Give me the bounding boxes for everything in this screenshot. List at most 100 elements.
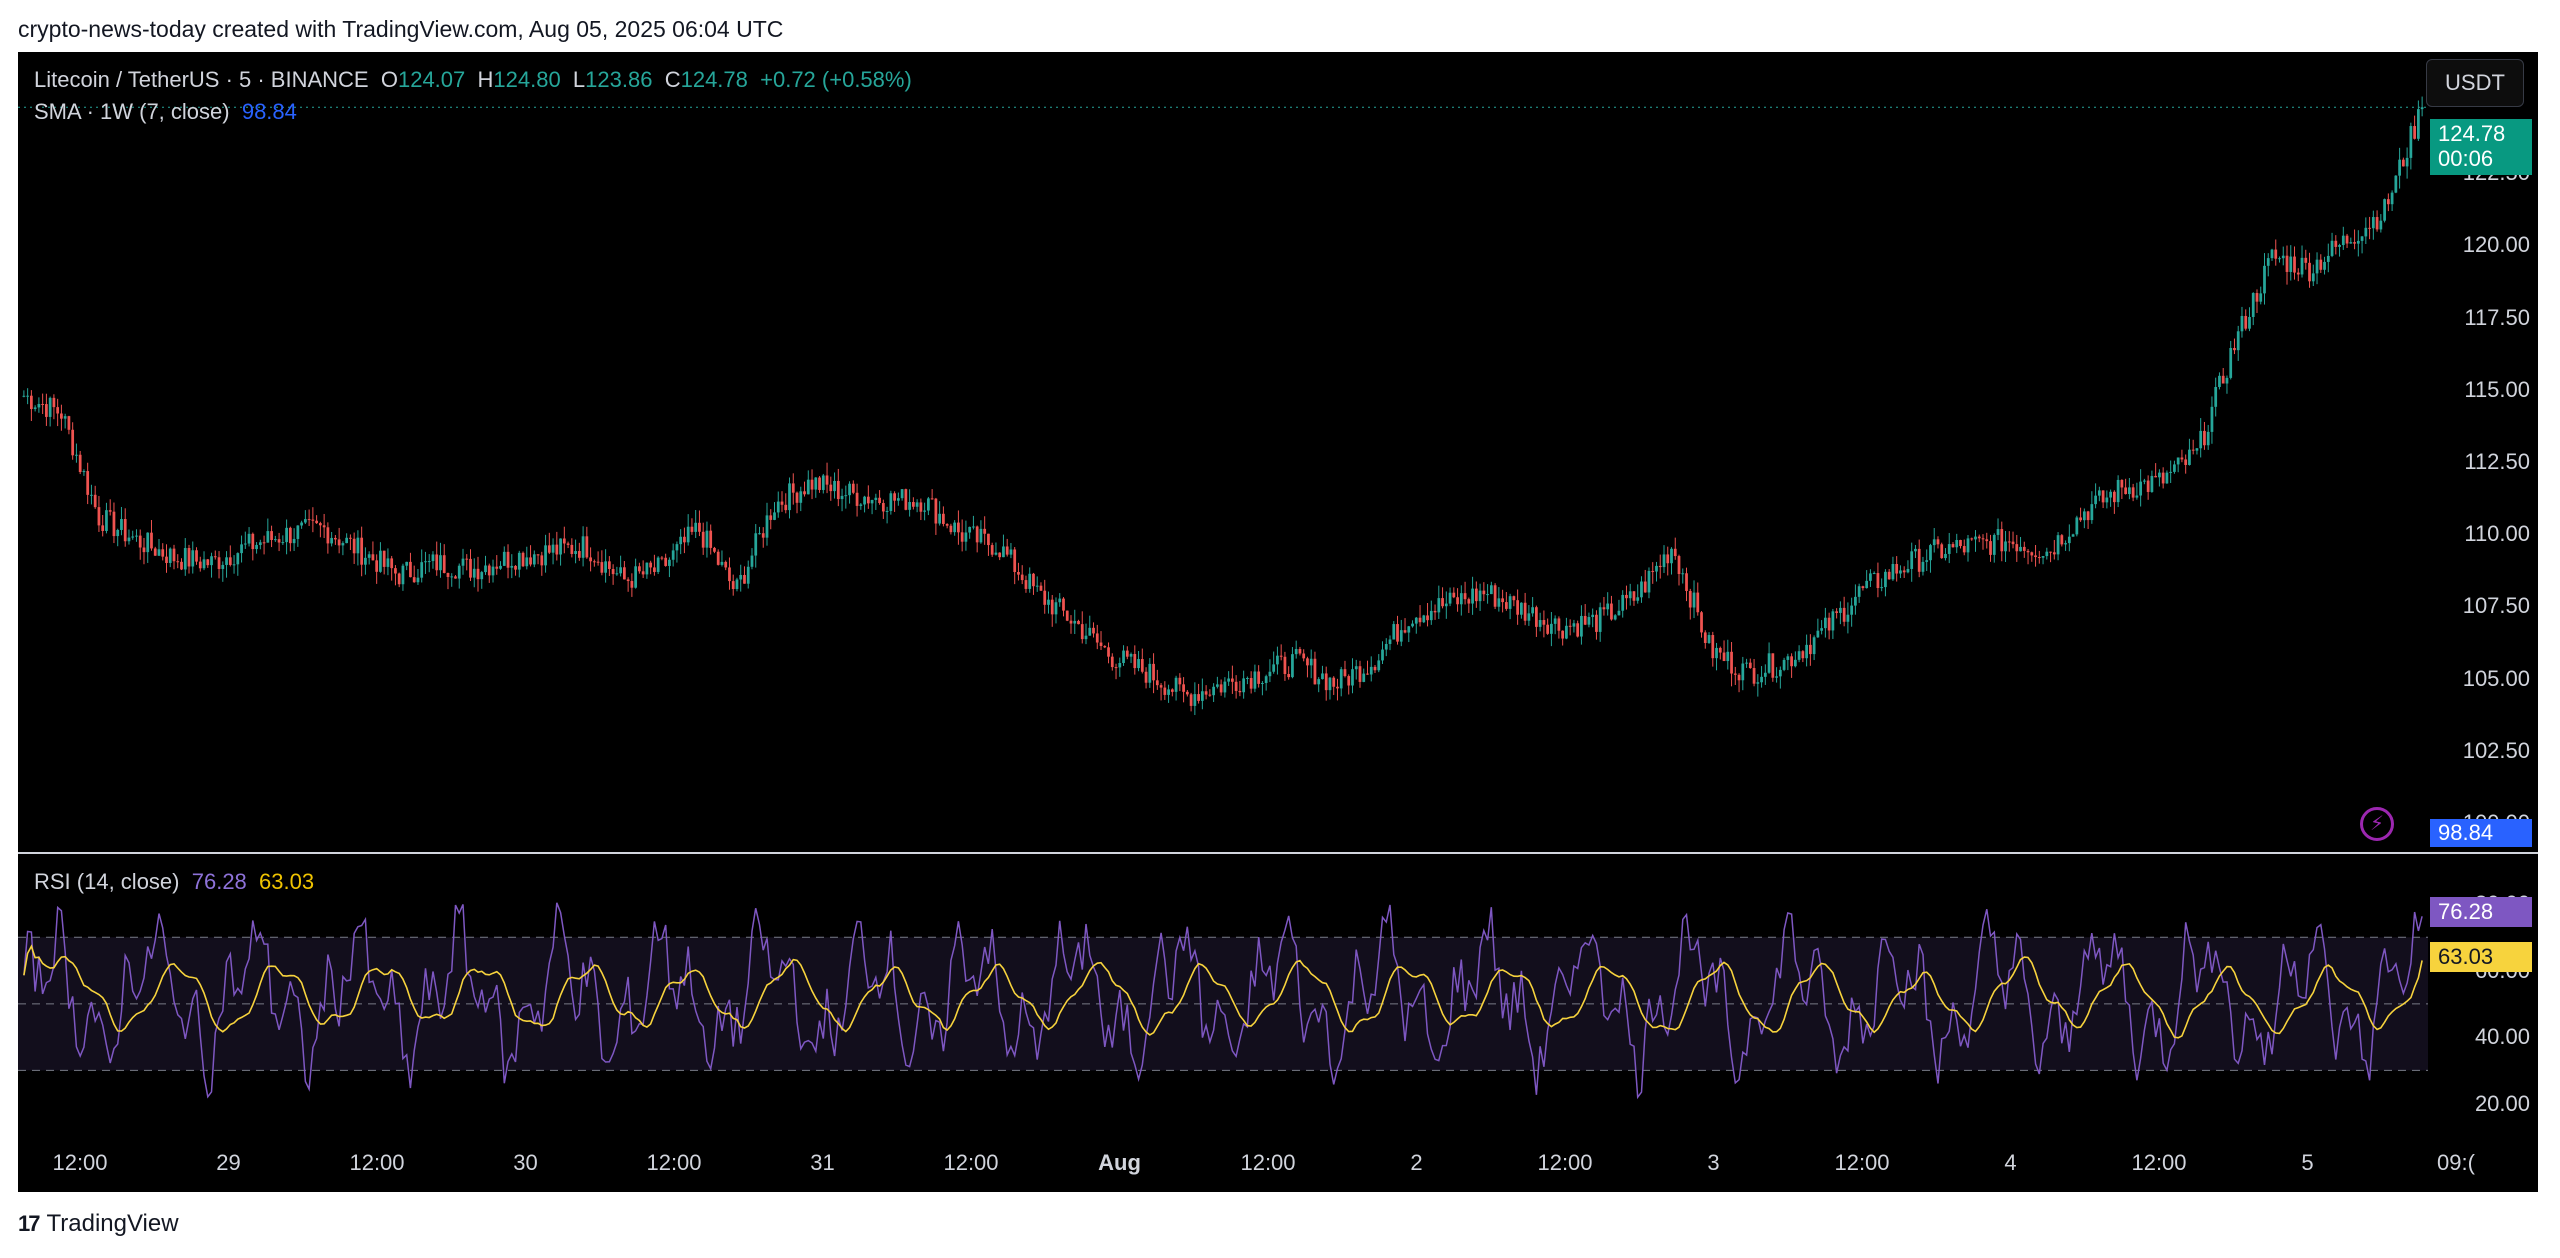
candle-body <box>1782 659 1786 670</box>
candle-body <box>394 568 397 574</box>
candle-body <box>968 526 972 533</box>
chart-canvas[interactable] <box>18 52 2538 1192</box>
candle-body <box>1381 649 1384 661</box>
chart-frame[interactable]: Litecoin / TetherUS · 5 · BINANCE O124.0… <box>18 52 2538 1192</box>
candle-body <box>927 498 930 511</box>
candle-body <box>863 496 866 505</box>
candle-body <box>131 536 135 538</box>
candle-body <box>904 489 908 510</box>
candle-body <box>1673 548 1677 557</box>
candle-body <box>330 537 334 544</box>
candle-body <box>585 536 589 558</box>
candle-body <box>1099 642 1103 647</box>
candle-body <box>1039 585 1043 591</box>
candle-body <box>964 532 968 542</box>
candle-body <box>345 537 349 544</box>
candle-body <box>1827 617 1831 631</box>
candle-body <box>78 454 82 473</box>
candle-body <box>285 527 288 543</box>
candle-body <box>1069 620 1073 624</box>
candle-body <box>840 495 844 500</box>
candle-body <box>90 494 93 496</box>
candle-body <box>2191 449 2195 451</box>
candle-body <box>409 561 412 578</box>
rsi-ma-badge: 63.03 <box>2430 942 2532 972</box>
rsi-legend[interactable]: RSI (14, close) 76.28 63.03 <box>34 869 314 895</box>
last-price-badge: 124.78 00:06 <box>2430 119 2532 175</box>
candle-body <box>1459 593 1463 605</box>
candle-body <box>821 475 825 490</box>
candle-body <box>315 520 318 524</box>
candle-body <box>1403 630 1407 633</box>
price-tick-label: 117.50 <box>2464 304 2530 330</box>
candle-body <box>1820 628 1823 631</box>
candle-body <box>2019 546 2022 552</box>
candle-body <box>2176 457 2180 465</box>
candle-body <box>2067 536 2071 544</box>
symbol-legend: Litecoin / TetherUS · 5 · BINANCE O124.0… <box>34 67 912 93</box>
price-tick-label: 110.00 <box>2464 521 2530 547</box>
candle-body <box>258 542 262 545</box>
candle-body <box>990 545 994 555</box>
candle-body <box>2375 217 2379 230</box>
candle-body <box>1474 588 1478 602</box>
candle-body <box>709 530 713 548</box>
candle-body <box>525 557 529 567</box>
candle-body <box>2112 491 2116 503</box>
candle-body <box>1869 573 1872 581</box>
candle-body <box>41 403 45 405</box>
candle-body <box>1448 592 1452 604</box>
candle-body <box>1763 672 1767 677</box>
candle-body <box>2296 272 2300 275</box>
candle-body <box>2251 293 2255 317</box>
candle-body <box>942 513 945 524</box>
candle-body <box>296 525 300 539</box>
candle-body <box>1328 677 1332 691</box>
candle-body <box>198 561 202 569</box>
candle-body <box>1017 571 1020 575</box>
candle-body <box>2101 490 2105 503</box>
rsi-ma-value: 63.03 <box>259 869 315 894</box>
candle-body <box>2356 240 2360 244</box>
candle-body <box>322 525 326 528</box>
sma-legend[interactable]: SMA · 1W (7, close) 98.84 <box>34 99 297 125</box>
currency-button[interactable]: USDT <box>2426 59 2524 107</box>
candle-body <box>987 533 990 546</box>
candle-body <box>2383 199 2386 221</box>
candle-body <box>1733 673 1737 675</box>
candle-body <box>1170 689 1174 692</box>
price-tick-label: 105.00 <box>2462 665 2530 691</box>
candle-body <box>465 558 469 560</box>
lightning-icon[interactable]: ⚡ <box>2360 807 2394 841</box>
candle-body <box>1050 599 1054 615</box>
candle-body <box>761 533 765 538</box>
candle-body <box>1489 585 1493 595</box>
candle-body <box>1013 549 1017 572</box>
candle-body <box>1595 614 1598 632</box>
symbol-name[interactable]: Litecoin / TetherUS · 5 · BINANCE <box>34 67 369 92</box>
candle-body <box>2278 258 2281 260</box>
price-tick-label: 107.50 <box>2462 593 2530 619</box>
candle-body <box>1944 553 1947 559</box>
candle-body <box>420 562 424 578</box>
time-tick-label: 12:00 <box>1537 1150 1593 1175</box>
candle-body <box>2390 192 2394 205</box>
candle-body <box>123 519 127 542</box>
change-value: +0.72 (+0.58%) <box>760 67 912 92</box>
footer: 17 TradingView <box>18 1210 179 1238</box>
candle-body <box>881 503 885 512</box>
time-tick-label: 12:00 <box>349 1150 405 1175</box>
candle-body <box>1411 623 1414 627</box>
candle-body <box>1651 570 1655 572</box>
candle-body <box>746 566 750 584</box>
rsi-badge: 76.28 <box>2430 897 2532 927</box>
candle-body <box>2143 480 2146 482</box>
candle-body <box>1032 573 1035 587</box>
candle-body <box>596 561 600 563</box>
candle-body <box>1685 573 1688 591</box>
candle-body <box>957 522 960 533</box>
time-tick-label: 5 <box>2301 1150 2314 1175</box>
candle-body <box>1418 617 1422 623</box>
candle-body <box>1917 548 1921 572</box>
time-tick-label: 12:00 <box>1240 1150 1296 1175</box>
